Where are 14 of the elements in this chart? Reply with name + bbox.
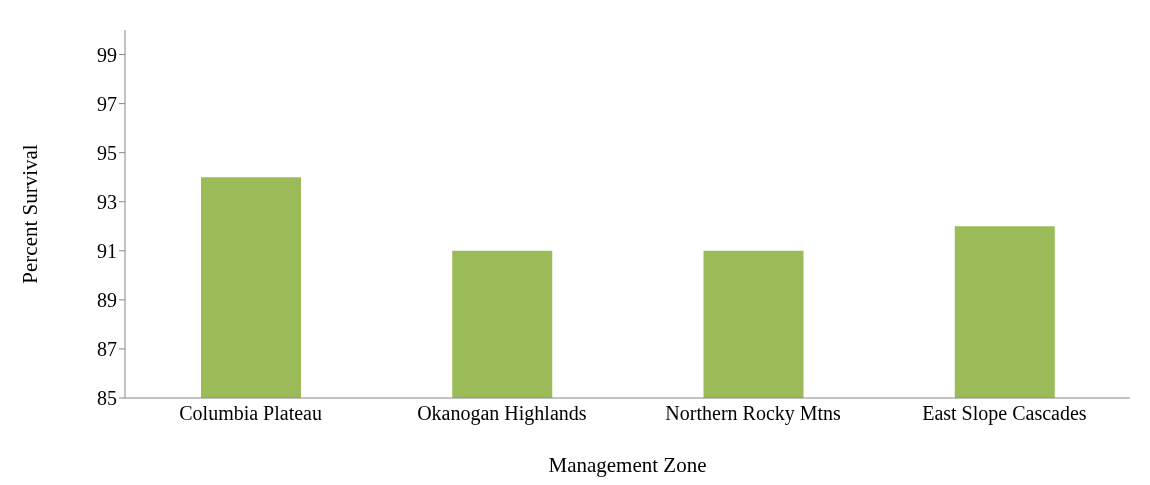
y-tick-label: 87 bbox=[97, 338, 117, 361]
y-tick-label: 97 bbox=[97, 92, 117, 115]
y-tick-label: 85 bbox=[97, 387, 117, 410]
x-tick-label: Okanogan Highlands bbox=[417, 402, 587, 426]
y-tick-label: 93 bbox=[97, 190, 117, 213]
x-axis-title: Management Zone bbox=[548, 453, 707, 477]
y-tick-label: 89 bbox=[97, 288, 117, 311]
y-tick-label: 95 bbox=[97, 141, 117, 164]
x-tick-label: East Slope Cascades bbox=[922, 402, 1087, 426]
y-tick-label: 91 bbox=[97, 239, 117, 262]
x-tick-label: Northern Rocky Mtns bbox=[665, 402, 842, 426]
y-axis-title: Percent Survival bbox=[18, 144, 43, 284]
y-tick-label: 99 bbox=[97, 43, 117, 66]
x-tick-label: Columbia Plateau bbox=[179, 402, 323, 425]
